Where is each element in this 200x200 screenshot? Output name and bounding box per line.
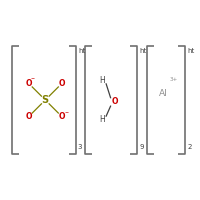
- Text: O: O: [59, 79, 65, 88]
- Text: 3: 3: [78, 144, 82, 150]
- Text: 3+: 3+: [169, 77, 177, 82]
- Text: H: H: [99, 76, 105, 85]
- Text: O: O: [59, 112, 65, 121]
- Text: H: H: [99, 115, 105, 124]
- Text: ht: ht: [139, 48, 147, 54]
- Text: 9: 9: [139, 144, 144, 150]
- Text: 2: 2: [187, 144, 192, 150]
- Text: −: −: [64, 110, 68, 115]
- Text: O: O: [111, 97, 118, 106]
- Text: −: −: [31, 76, 35, 81]
- Text: O: O: [25, 112, 32, 121]
- Text: ht: ht: [187, 48, 195, 54]
- Text: S: S: [42, 95, 49, 105]
- Text: ht: ht: [78, 48, 85, 54]
- Text: O: O: [25, 79, 32, 88]
- Text: Al: Al: [159, 89, 168, 98]
